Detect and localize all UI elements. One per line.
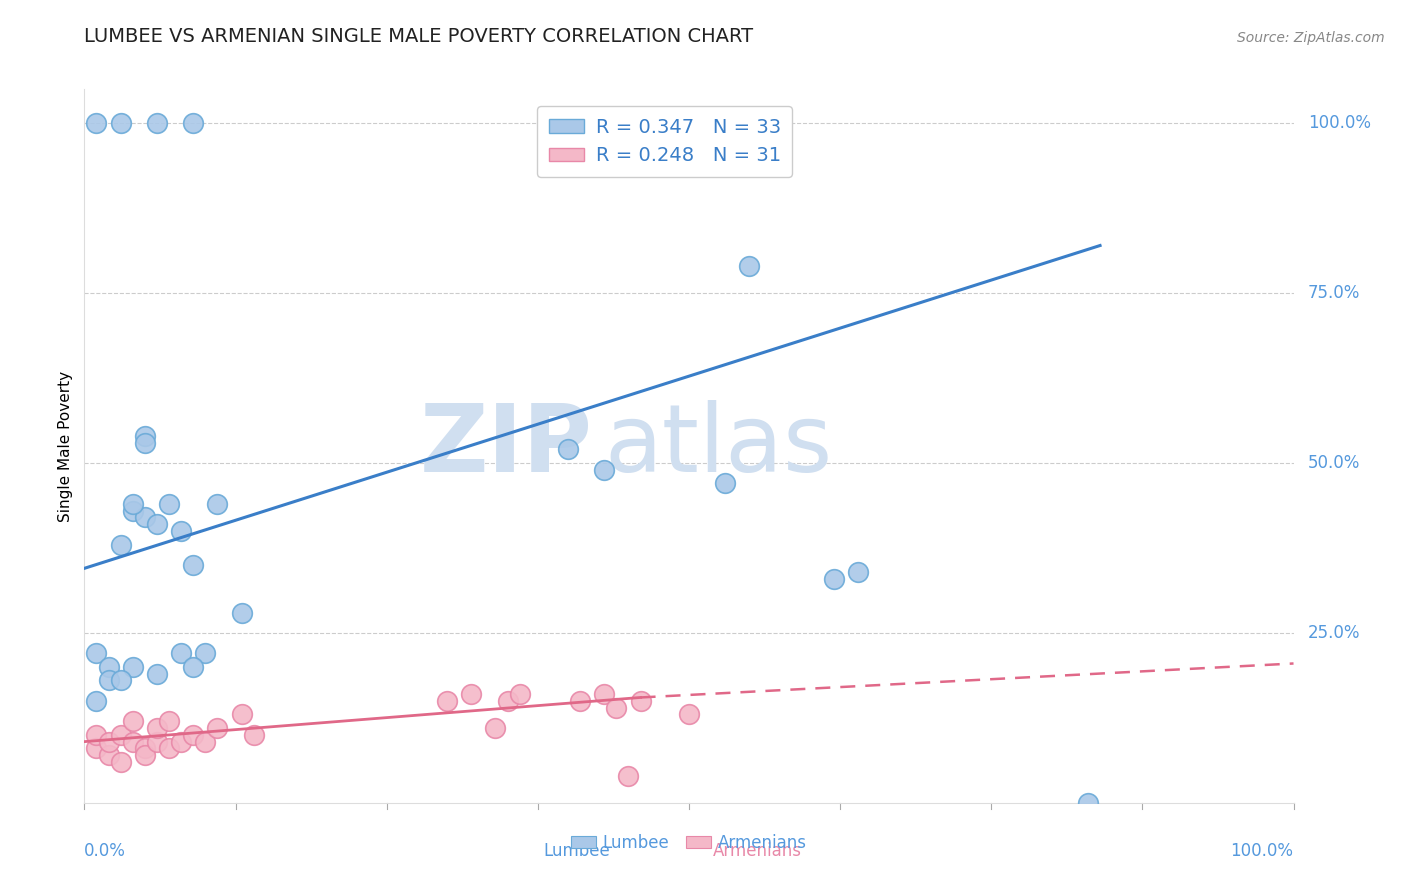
Point — [146, 517, 169, 532]
Point — [134, 510, 156, 524]
Text: 25.0%: 25.0% — [1308, 624, 1361, 642]
Point — [134, 435, 156, 450]
Point — [121, 503, 143, 517]
Point — [170, 734, 193, 748]
Point — [110, 755, 132, 769]
Point — [121, 714, 143, 729]
Point — [231, 606, 253, 620]
Legend: R = 0.347   N = 33, R = 0.248   N = 31: R = 0.347 N = 33, R = 0.248 N = 31 — [537, 106, 793, 178]
Point — [121, 660, 143, 674]
Point — [436, 694, 458, 708]
Point — [146, 734, 169, 748]
Point — [86, 741, 108, 756]
Text: Armenians: Armenians — [713, 842, 803, 860]
Text: Source: ZipAtlas.com: Source: ZipAtlas.com — [1237, 31, 1385, 45]
Text: 0.0%: 0.0% — [84, 842, 127, 860]
Point — [121, 734, 143, 748]
Point — [617, 769, 640, 783]
Point — [157, 497, 180, 511]
Point — [110, 728, 132, 742]
Text: Lumbee: Lumbee — [544, 842, 610, 860]
Point — [509, 687, 531, 701]
Point — [557, 442, 579, 457]
Text: atlas: atlas — [605, 400, 832, 492]
Point — [157, 741, 180, 756]
Point — [170, 524, 193, 538]
Point — [110, 116, 132, 130]
Point — [170, 646, 193, 660]
Point — [181, 558, 204, 572]
Point — [86, 646, 108, 660]
Point — [823, 572, 845, 586]
Point — [678, 707, 700, 722]
Text: 50.0%: 50.0% — [1308, 454, 1361, 472]
Point — [194, 646, 217, 660]
Point — [194, 734, 217, 748]
Point — [207, 721, 229, 735]
Point — [86, 116, 108, 130]
Point — [496, 694, 519, 708]
Point — [593, 463, 616, 477]
Point — [569, 694, 592, 708]
Point — [97, 673, 120, 688]
Point — [1077, 796, 1099, 810]
Point — [484, 721, 506, 735]
Point — [121, 497, 143, 511]
Point — [181, 728, 204, 742]
Point — [134, 741, 156, 756]
Point — [86, 694, 108, 708]
Text: ZIP: ZIP — [419, 400, 592, 492]
Point — [846, 565, 869, 579]
Text: 75.0%: 75.0% — [1308, 284, 1361, 302]
Point — [157, 714, 180, 729]
Text: 100.0%: 100.0% — [1308, 114, 1371, 132]
Text: LUMBEE VS ARMENIAN SINGLE MALE POVERTY CORRELATION CHART: LUMBEE VS ARMENIAN SINGLE MALE POVERTY C… — [84, 28, 754, 46]
Point — [86, 728, 108, 742]
Point — [460, 687, 482, 701]
Point — [181, 660, 204, 674]
Point — [242, 728, 264, 742]
Point — [146, 116, 169, 130]
Point — [207, 497, 229, 511]
Point — [110, 673, 132, 688]
Point — [593, 687, 616, 701]
Point — [231, 707, 253, 722]
Point — [146, 721, 169, 735]
Point — [97, 660, 120, 674]
Point — [605, 700, 627, 714]
Y-axis label: Single Male Poverty: Single Male Poverty — [58, 370, 73, 522]
Point — [97, 748, 120, 763]
Point — [714, 476, 737, 491]
Point — [181, 116, 204, 130]
Point — [134, 429, 156, 443]
Point — [738, 259, 761, 273]
Point — [134, 748, 156, 763]
Point — [630, 694, 652, 708]
Text: 100.0%: 100.0% — [1230, 842, 1294, 860]
Point — [110, 537, 132, 551]
Point — [97, 734, 120, 748]
Point — [146, 666, 169, 681]
